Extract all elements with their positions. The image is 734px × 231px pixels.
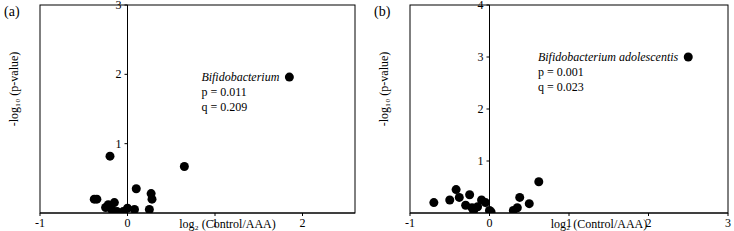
- y-tick: [125, 143, 128, 144]
- figure: 1 2 3 -1 0 1 2 log₂ (Control/AAA) -log₁₀ (p-valu…: [0, 0, 734, 231]
- point: [145, 205, 154, 213]
- annotation: p = 0.011: [201, 85, 246, 99]
- x-axis-label: log₂ (Control/AAA): [551, 217, 648, 231]
- y-tick: [487, 109, 490, 110]
- y-tick: [487, 5, 490, 6]
- point: [487, 207, 496, 213]
- plot-frame: [410, 5, 728, 213]
- point: [110, 198, 119, 207]
- y-tick-label: 2: [478, 102, 484, 116]
- point: [452, 185, 461, 194]
- x-tick-label: 0: [487, 216, 493, 230]
- annotation: p = 0.001: [538, 65, 584, 79]
- point: [445, 196, 454, 205]
- y-tick: [487, 57, 490, 58]
- plot-frame: [40, 5, 355, 213]
- point: [481, 198, 490, 207]
- y-tick: [125, 74, 128, 75]
- point: [455, 193, 464, 202]
- x-tick-label: 0: [125, 216, 131, 230]
- annotation: Bifidobacterium adolescentis: [538, 50, 679, 64]
- point: [684, 53, 693, 62]
- point: [534, 177, 543, 186]
- point: [106, 152, 115, 161]
- annotation: q = 0.209: [201, 100, 247, 114]
- point: [285, 73, 294, 82]
- points: [429, 53, 692, 214]
- y-tick: [125, 5, 128, 6]
- point: [148, 195, 157, 204]
- y-tick-label: 1: [478, 154, 484, 168]
- point: [525, 199, 534, 208]
- panel: 123-1012log₂ (Control/AAA)-log₁₀ (p-valu…: [4, 0, 355, 231]
- y-tick-label: 2: [116, 67, 122, 81]
- point: [465, 190, 474, 199]
- point: [130, 205, 139, 213]
- x-tick-label: 2: [300, 216, 306, 230]
- panel-label: (b): [374, 4, 391, 20]
- y-tick-label: 4: [478, 0, 484, 12]
- point: [515, 193, 524, 202]
- point: [92, 195, 101, 204]
- y-axis-label: -log₁₀ (p-value): [377, 52, 391, 127]
- y-axis-label: -log₁₀ (p-value): [7, 52, 21, 127]
- y-tick-label: 1: [116, 137, 122, 151]
- panel: 1234-10123log₂ (Control/AAA)-log₁₀ (p-va…: [374, 0, 731, 231]
- point: [132, 184, 141, 193]
- point: [180, 162, 189, 171]
- x-tick-label: 3: [725, 216, 731, 230]
- panel-label: (a): [4, 4, 20, 20]
- annotation: Bifidobacterium: [201, 70, 279, 84]
- point: [513, 203, 522, 212]
- x-axis-label: log₂ (Control/AAA): [179, 217, 276, 231]
- x-tick-label: -1: [35, 216, 45, 230]
- y-tick: [487, 161, 490, 162]
- y-tick-label: 3: [478, 50, 484, 64]
- x-tick-label: -1: [405, 216, 415, 230]
- y-axis: [127, 5, 128, 213]
- y-tick-label: 3: [116, 0, 122, 12]
- point: [429, 198, 438, 207]
- x-axis: [40, 213, 355, 214]
- points: [90, 73, 294, 213]
- annotation: q = 0.023: [538, 80, 584, 94]
